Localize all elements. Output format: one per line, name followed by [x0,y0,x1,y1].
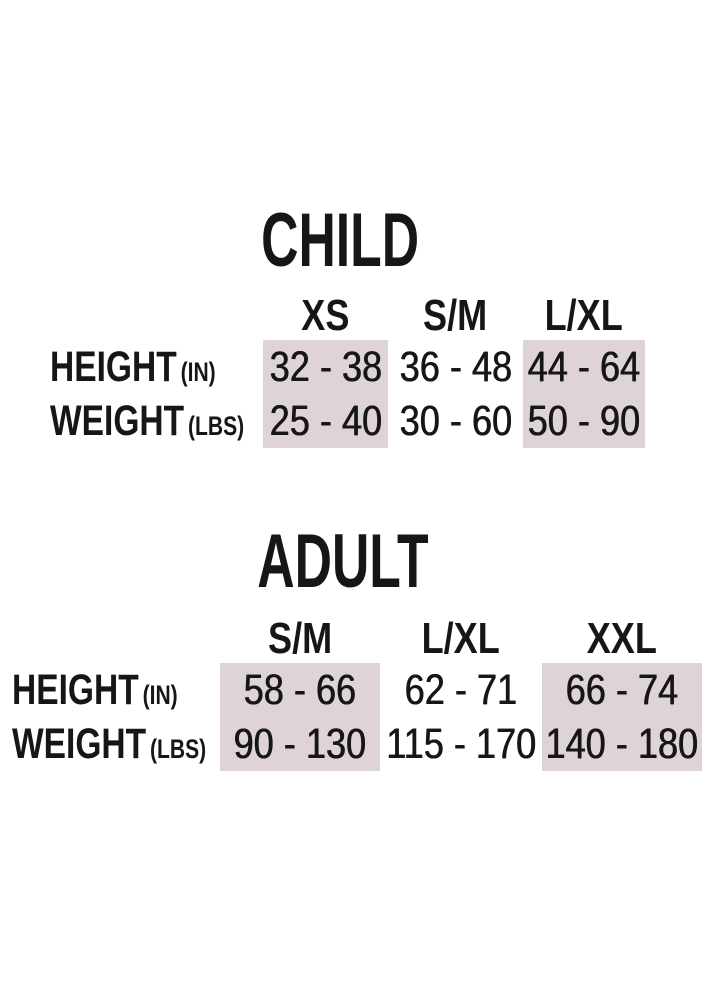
adult-sm-weight-value: 90 - 130 [220,717,380,771]
child-lxl-height-value: 44 - 64 [523,340,645,394]
adult-sm-height-value: 58 - 66 [220,663,380,717]
adult-lxl-height-value: 62 - 71 [404,665,518,714]
child-title-text: CHILD [261,198,419,283]
adult-lxl-weight-value: 115 - 170 [386,719,536,768]
child-weight-row-label: WEIGHT (LBS) [50,394,263,448]
child-section-title: CHILD [0,203,680,279]
height-label: HEIGHT [12,665,139,714]
child-xs-weight-value: 25 - 40 [263,394,388,448]
child-col-header-xs: XS [301,291,350,340]
child-col-header-sm: S/M [423,291,488,340]
child-height-row-label: HEIGHT (IN) [50,340,263,394]
adult-title-text: ADULT [257,519,429,604]
height-unit-label: (IN) [180,356,216,387]
weight-label: WEIGHT [50,396,185,445]
adult-xxl-weight-value: 140 - 180 [542,717,702,771]
height-unit-label: (IN) [142,679,178,710]
adult-weight-row-label: WEIGHT (LBS) [12,717,220,771]
adult-section-title: ADULT [0,524,686,600]
adult-col-header-lxl: L/XL [421,614,501,663]
child-sm-height-value: 36 - 48 [399,342,512,391]
weight-unit-label: (LBS) [150,733,207,764]
weight-unit-label: (LBS) [188,410,245,441]
weight-label: WEIGHT [12,719,147,768]
adult-col-header-xxl: XXL [586,614,658,663]
adult-col-header-sm: S/M [267,614,333,663]
height-label: HEIGHT [50,342,177,391]
child-sm-weight-value: 30 - 60 [399,396,512,445]
adult-size-table: S/M L/XL XXL HEIGHT (IN) 58 - 66 62 - 71… [12,614,702,771]
child-xs-height-value: 32 - 38 [263,340,388,394]
adult-height-row-label: HEIGHT (IN) [12,663,220,717]
child-col-header-lxl: L/XL [544,291,624,340]
child-lxl-weight-value: 50 - 90 [523,394,645,448]
child-size-table: XS S/M L/XL HEIGHT (IN) 32 - 38 36 - 48 … [50,291,645,448]
adult-xxl-height-value: 66 - 74 [542,663,702,717]
